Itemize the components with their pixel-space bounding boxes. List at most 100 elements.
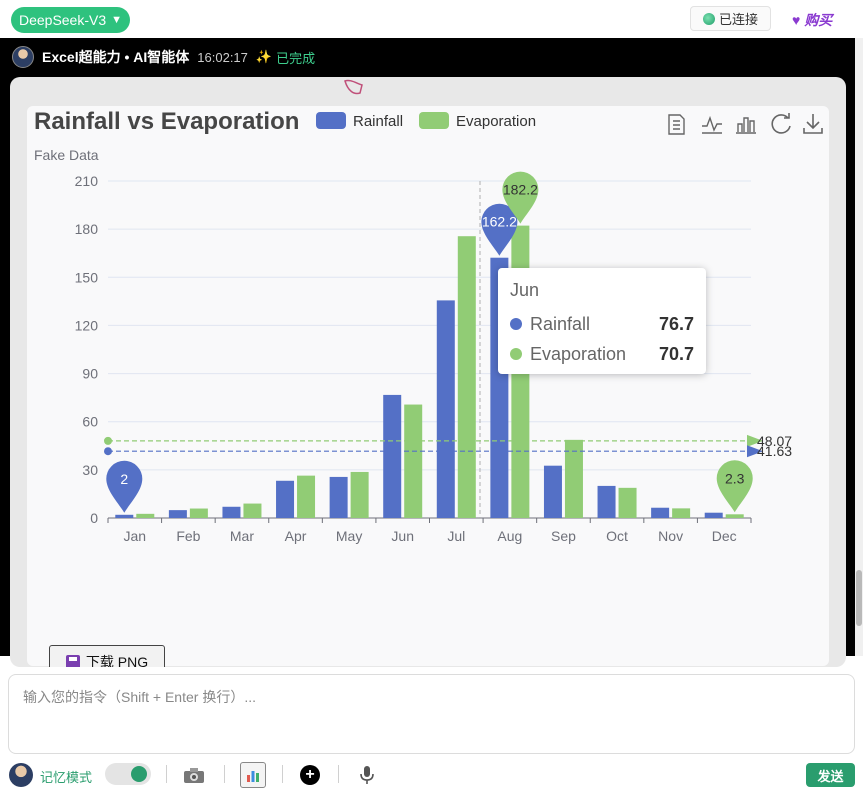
- x-tick-label: Feb: [176, 528, 200, 544]
- bar-evaporation: [725, 514, 744, 518]
- bottom-toolbar: 记忆模式 + 发送: [0, 758, 863, 795]
- x-tick-label: Jun: [391, 528, 414, 544]
- chart-card: Rainfall vs Evaporation Fake Data Rainfall…: [27, 106, 829, 667]
- top-bar: DeepSeek-V3 ▼ 已连接 ♥ 购买: [0, 0, 863, 38]
- mark-point-label: 182.2: [503, 182, 538, 198]
- y-tick-label: 180: [75, 221, 99, 237]
- bar-chart-icon: [247, 771, 259, 782]
- tooltip-series-value: 70.7: [658, 343, 694, 364]
- bar-rainfall: [115, 514, 134, 518]
- memory-mode-toggle[interactable]: [105, 763, 151, 785]
- y-tick-label: 150: [75, 269, 99, 285]
- x-tick-label: Jan: [124, 528, 147, 544]
- command-input[interactable]: 输入您的指令（Shift + Enter 换行）...: [8, 674, 855, 754]
- rainfall-dot-icon: [510, 318, 522, 330]
- divider: [166, 765, 167, 783]
- mark-point-label: 2.3: [725, 470, 745, 486]
- toggle-knob: [131, 766, 147, 782]
- bar-rainfall: [597, 485, 616, 518]
- evaporation-dot-icon: [510, 348, 522, 360]
- sparkle-icon: ✨: [255, 49, 273, 64]
- camera-icon: [184, 768, 204, 783]
- chart-title: Rainfall vs Evaporation: [34, 108, 299, 135]
- memory-mode-label: 记忆模式: [40, 770, 93, 785]
- chevron-down-icon: ▼: [111, 14, 123, 26]
- download-png-button[interactable]: 下载 PNG: [49, 645, 165, 667]
- mark-point-pin: [106, 460, 143, 513]
- divider: [224, 765, 225, 783]
- chat-scroll-thumb[interactable]: [856, 570, 862, 626]
- x-tick-label: Aug: [497, 528, 522, 544]
- y-tick-label: 0: [90, 510, 98, 526]
- buy-link[interactable]: ♥ 购买: [792, 10, 832, 30]
- connection-status-label: 已连接: [718, 12, 758, 27]
- message-bubble: Rainfall vs Evaporation Fake Data Rainfall…: [10, 77, 846, 667]
- message-time: 16:02:17: [197, 49, 248, 65]
- bar-rainfall: [543, 465, 562, 518]
- mark-point-pin: [716, 460, 753, 513]
- download-png-label: 下载 PNG: [85, 654, 149, 667]
- bar-evaporation: [243, 503, 262, 518]
- legend-label: Rainfall: [353, 113, 403, 130]
- tooltip-row: Evaporation 70.7: [510, 339, 694, 369]
- download-icon: [803, 114, 823, 134]
- model-label: DeepSeek-V3: [18, 12, 107, 28]
- send-button[interactable]: 发送: [806, 763, 855, 787]
- message-status: ✨ 已完成: [256, 48, 315, 67]
- heart-icon: ♥: [792, 12, 801, 28]
- mark-point-pin: [502, 171, 539, 224]
- y-tick-label: 90: [82, 366, 98, 382]
- bar-evaporation: [136, 513, 155, 518]
- bar-evaporation: [457, 236, 476, 519]
- add-button[interactable]: +: [297, 762, 323, 788]
- divider: [338, 765, 339, 783]
- bar-rainfall: [704, 512, 723, 518]
- y-tick-label: 210: [75, 173, 99, 189]
- bar-rainfall: [168, 510, 187, 518]
- plus-icon: +: [300, 765, 320, 785]
- tooltip-row: Rainfall 76.7: [510, 309, 694, 339]
- microphone-button[interactable]: [354, 762, 380, 788]
- sender-name: Excel超能力 • AI智能体: [42, 49, 190, 65]
- line-chart-icon: [702, 115, 722, 134]
- y-tick-label: 30: [82, 462, 98, 478]
- bar-rainfall: [651, 507, 670, 518]
- legend-label: Evaporation: [456, 113, 536, 130]
- user-avatar[interactable]: [9, 763, 33, 787]
- legend-swatch: [316, 112, 346, 129]
- bar-rainfall: [383, 394, 402, 518]
- floppy-disk-icon: [65, 655, 80, 667]
- x-tick-label: Jul: [447, 528, 465, 544]
- tooltip-title: Jun: [510, 280, 540, 300]
- bar-rainfall: [276, 480, 295, 518]
- bar-evaporation: [618, 487, 637, 518]
- legend-swatch: [419, 112, 449, 129]
- model-selector[interactable]: DeepSeek-V3 ▼: [11, 7, 130, 33]
- command-input-placeholder: 输入您的指令（Shift + Enter 换行）...: [23, 689, 256, 705]
- x-tick-label: Nov: [658, 528, 683, 544]
- avatar: [12, 46, 34, 68]
- connection-status-button[interactable]: 已连接: [690, 6, 771, 31]
- chat-window: Excel超能力 • AI智能体 16:02:17 ✨ 已完成 Rainfall…: [0, 38, 855, 667]
- x-tick-label: Oct: [606, 528, 628, 544]
- chart-tooltip: Jun Rainfall 76.7 Evaporation 70.7: [498, 268, 706, 374]
- message-status-label: 已完成: [276, 50, 316, 66]
- y-tick-label: 60: [82, 414, 98, 430]
- camera-button[interactable]: [181, 762, 207, 788]
- bar-evaporation: [404, 404, 423, 518]
- tooltip-series-name: Evaporation: [530, 343, 627, 364]
- tooltip-series-value: 76.7: [658, 313, 694, 334]
- chart-canvas[interactable]: Rainfall vs Evaporation Fake Data Rainfall…: [27, 106, 829, 636]
- x-tick-label: Apr: [285, 528, 307, 544]
- bar-evaporation: [189, 508, 208, 518]
- x-tick-label: Dec: [712, 528, 737, 544]
- mark-point-label: 162.2: [482, 214, 517, 230]
- chart-button[interactable]: [240, 762, 266, 788]
- chat-scrollbar[interactable]: [855, 38, 863, 656]
- microphone-icon: [360, 766, 374, 784]
- cursor-hand-icon: [342, 77, 366, 97]
- x-tick-label: May: [336, 528, 362, 544]
- bar-chart-icon: [736, 117, 756, 134]
- mark-line-arrow: [747, 445, 763, 458]
- chart-subtitle: Fake Data: [34, 147, 99, 163]
